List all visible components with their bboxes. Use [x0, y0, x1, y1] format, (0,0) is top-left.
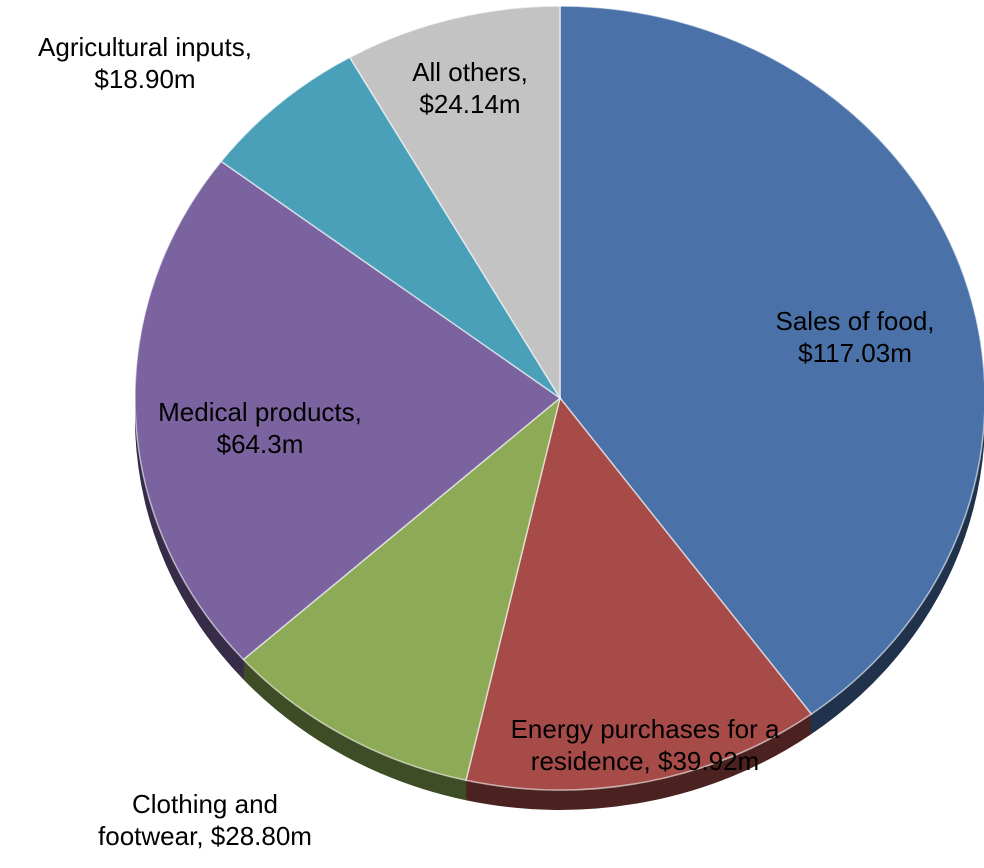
slice-label: Clothing and footwear, $28.80m [85, 788, 325, 852]
value-label: $39.92m [658, 746, 760, 776]
slice-label: Energy purchases for a residence, $39.92… [500, 713, 790, 777]
pie-slice [220, 56, 561, 399]
value-label: $28.80m [210, 821, 312, 851]
category-label: Energy purchases for a residence, [510, 714, 780, 776]
value-label: $24.14m [419, 89, 521, 119]
category-label: Medical products, [158, 397, 362, 427]
pie-slice [559, 5, 984, 716]
slice-label: Sales of food, $117.03m [735, 305, 975, 369]
pie-slice [465, 396, 813, 791]
category-label: Clothing and footwear, [98, 789, 278, 851]
slice-label: Agricultural inputs, $18.90m [0, 31, 295, 95]
value-label: $117.03m [798, 338, 912, 368]
category-label: Agricultural inputs, [38, 32, 252, 62]
pie-slice [242, 395, 562, 782]
value-label: $18.90m [94, 64, 196, 94]
pie-slice [348, 5, 561, 401]
pie-slice [134, 160, 562, 661]
slice-label: All others, $24.14m [370, 56, 570, 120]
category-label: All others, [412, 57, 528, 87]
category-label: Sales of food, [775, 306, 935, 336]
value-label: $64.3m [216, 429, 304, 459]
slice-label: Medical products, $64.3m [120, 396, 400, 460]
